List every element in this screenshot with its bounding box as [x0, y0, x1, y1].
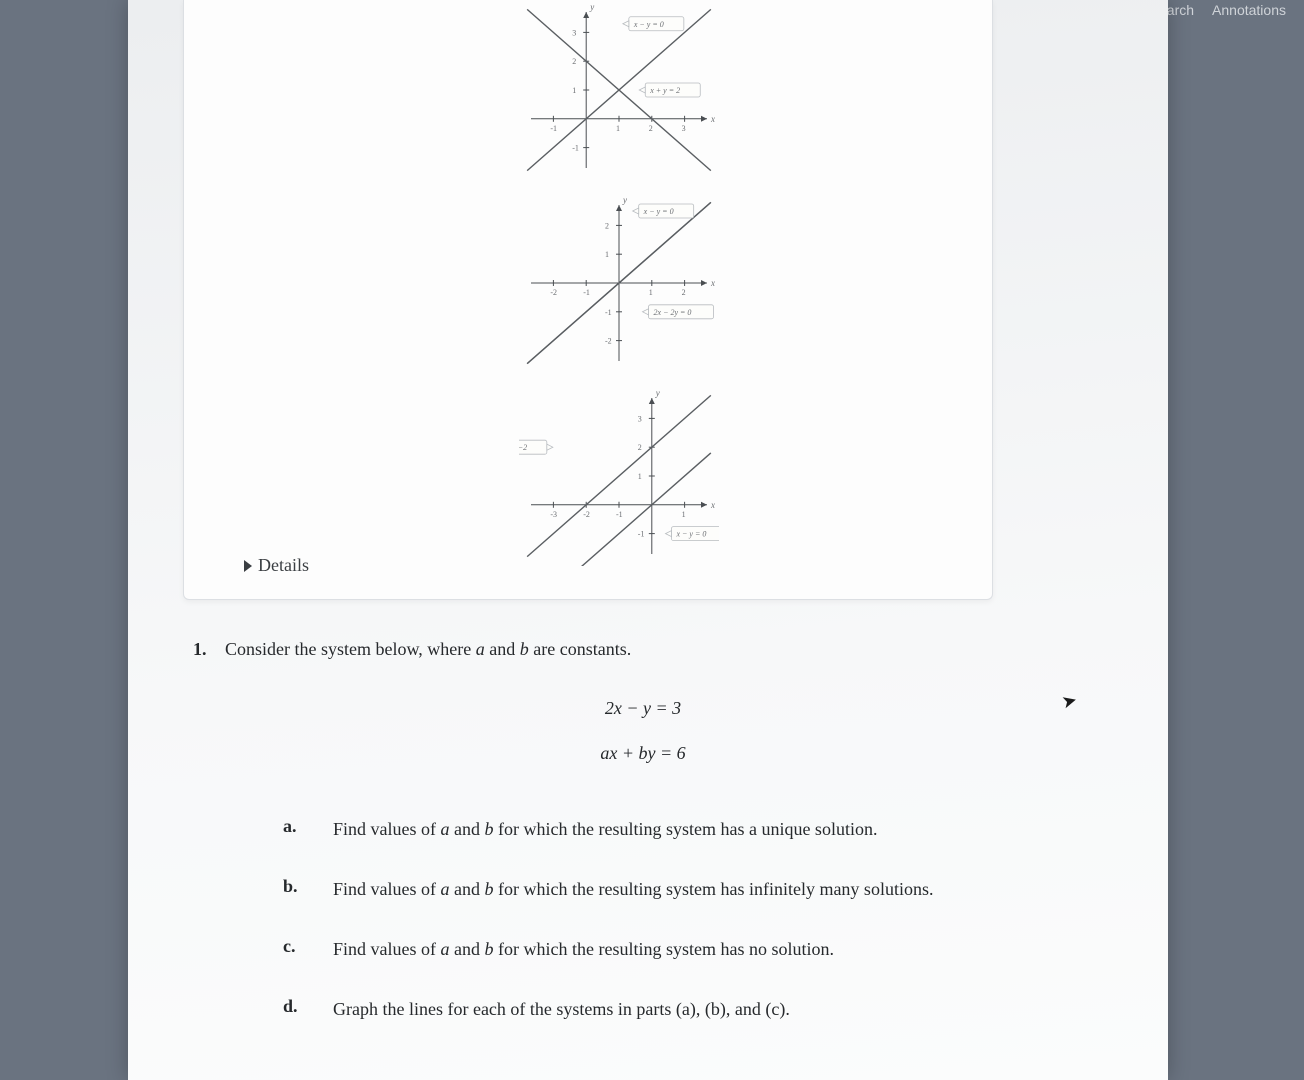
svg-text:y: y: [622, 195, 627, 205]
problem-part: a.Find values of a and b for which the r…: [283, 812, 1093, 846]
svg-text:2: 2: [682, 288, 686, 297]
svg-text:x − y = 0: x − y = 0: [643, 207, 674, 216]
svg-text:1: 1: [572, 86, 576, 95]
svg-text:-1: -1: [572, 144, 579, 153]
svg-text:2: 2: [649, 124, 653, 133]
part-label: d.: [283, 992, 333, 1026]
part-label: b.: [283, 872, 333, 906]
svg-text:-1: -1: [550, 124, 557, 133]
svg-text:x: x: [710, 114, 715, 124]
svg-text:-1: -1: [616, 510, 623, 519]
part-text: Find values of a and b for which the res…: [333, 932, 834, 966]
graph-2: x y -2 -1 1 2 -2 -1 1 2 x − y = 0 2x − 2y = 0: [519, 193, 719, 373]
problem-parts: a.Find values of a and b for which the r…: [283, 812, 1093, 1027]
equation-2: ax + by = 6: [193, 731, 1093, 776]
details-toggle[interactable]: Details: [244, 555, 309, 576]
svg-text:-1: -1: [583, 288, 590, 297]
problem-intro: 1. Consider the system below, where a an…: [193, 635, 1093, 664]
problem-part: b.Find values of a and b for which the r…: [283, 872, 1093, 906]
graph-3: x y -3 -2 -1 1 -1 1 2 3 x − y = −2 x − y = 0: [519, 386, 719, 566]
part-label: c.: [283, 932, 333, 966]
svg-text:x − y = 0: x − y = 0: [675, 530, 706, 539]
svg-text:-2: -2: [550, 288, 557, 297]
svg-text:-2: -2: [605, 337, 612, 346]
svg-text:x: x: [710, 278, 715, 288]
svg-text:-2: -2: [583, 510, 590, 519]
details-label: Details: [258, 555, 309, 576]
svg-text:x + y = 2: x + y = 2: [649, 86, 680, 95]
svg-text:1: 1: [649, 288, 653, 297]
svg-text:-1: -1: [605, 308, 612, 317]
problem-part: d.Graph the lines for each of the system…: [283, 992, 1093, 1026]
document-page: x y -1 1 2 3 -1 1 2 3 x − y = 0 x + y = 2 x y -2 -1 1 2 -…: [128, 0, 1168, 1080]
svg-text:1: 1: [605, 250, 609, 259]
equation-1: 2x − y = 3: [193, 686, 1093, 731]
graphs-column: x y -1 1 2 3 -1 1 2 3 x − y = 0 x + y = 2 x y -2 -1 1 2 -…: [519, 0, 739, 579]
graph-1: x y -1 1 2 3 -1 1 2 3 x − y = 0 x + y = 2: [519, 0, 719, 180]
problem-1: 1. Consider the system below, where a an…: [193, 635, 1093, 1053]
example-card: x y -1 1 2 3 -1 1 2 3 x − y = 0 x + y = 2 x y -2 -1 1 2 -…: [183, 0, 993, 600]
svg-text:x: x: [710, 500, 715, 510]
svg-text:2x − 2y = 0: 2x − 2y = 0: [654, 308, 692, 317]
part-text: Find values of a and b for which the res…: [333, 872, 933, 906]
svg-text:2: 2: [638, 443, 642, 452]
svg-text:1: 1: [682, 510, 686, 519]
svg-text:3: 3: [572, 28, 576, 37]
part-label: a.: [283, 812, 333, 846]
svg-text:2: 2: [572, 57, 576, 66]
svg-text:1: 1: [638, 472, 642, 481]
svg-text:y: y: [589, 2, 594, 12]
part-text: Graph the lines for each of the systems …: [333, 992, 790, 1026]
svg-text:3: 3: [682, 124, 686, 133]
annotations-button[interactable]: Annotations: [1212, 2, 1286, 20]
svg-text:x − y = 0: x − y = 0: [633, 20, 664, 29]
problem-part: c.Find values of a and b for which the r…: [283, 932, 1093, 966]
svg-text:-1: -1: [638, 530, 645, 539]
problem-number: 1.: [193, 639, 207, 659]
svg-text:2: 2: [605, 221, 609, 230]
caret-right-icon: [244, 560, 252, 572]
svg-text:-3: -3: [550, 510, 557, 519]
problem-equations: 2x − y = 3 ax + by = 6: [193, 686, 1093, 776]
svg-text:1: 1: [616, 124, 620, 133]
svg-text:3: 3: [638, 414, 642, 423]
svg-text:y: y: [655, 388, 660, 398]
svg-text:x − y = −2: x − y = −2: [519, 443, 527, 452]
part-text: Find values of a and b for which the res…: [333, 812, 877, 846]
